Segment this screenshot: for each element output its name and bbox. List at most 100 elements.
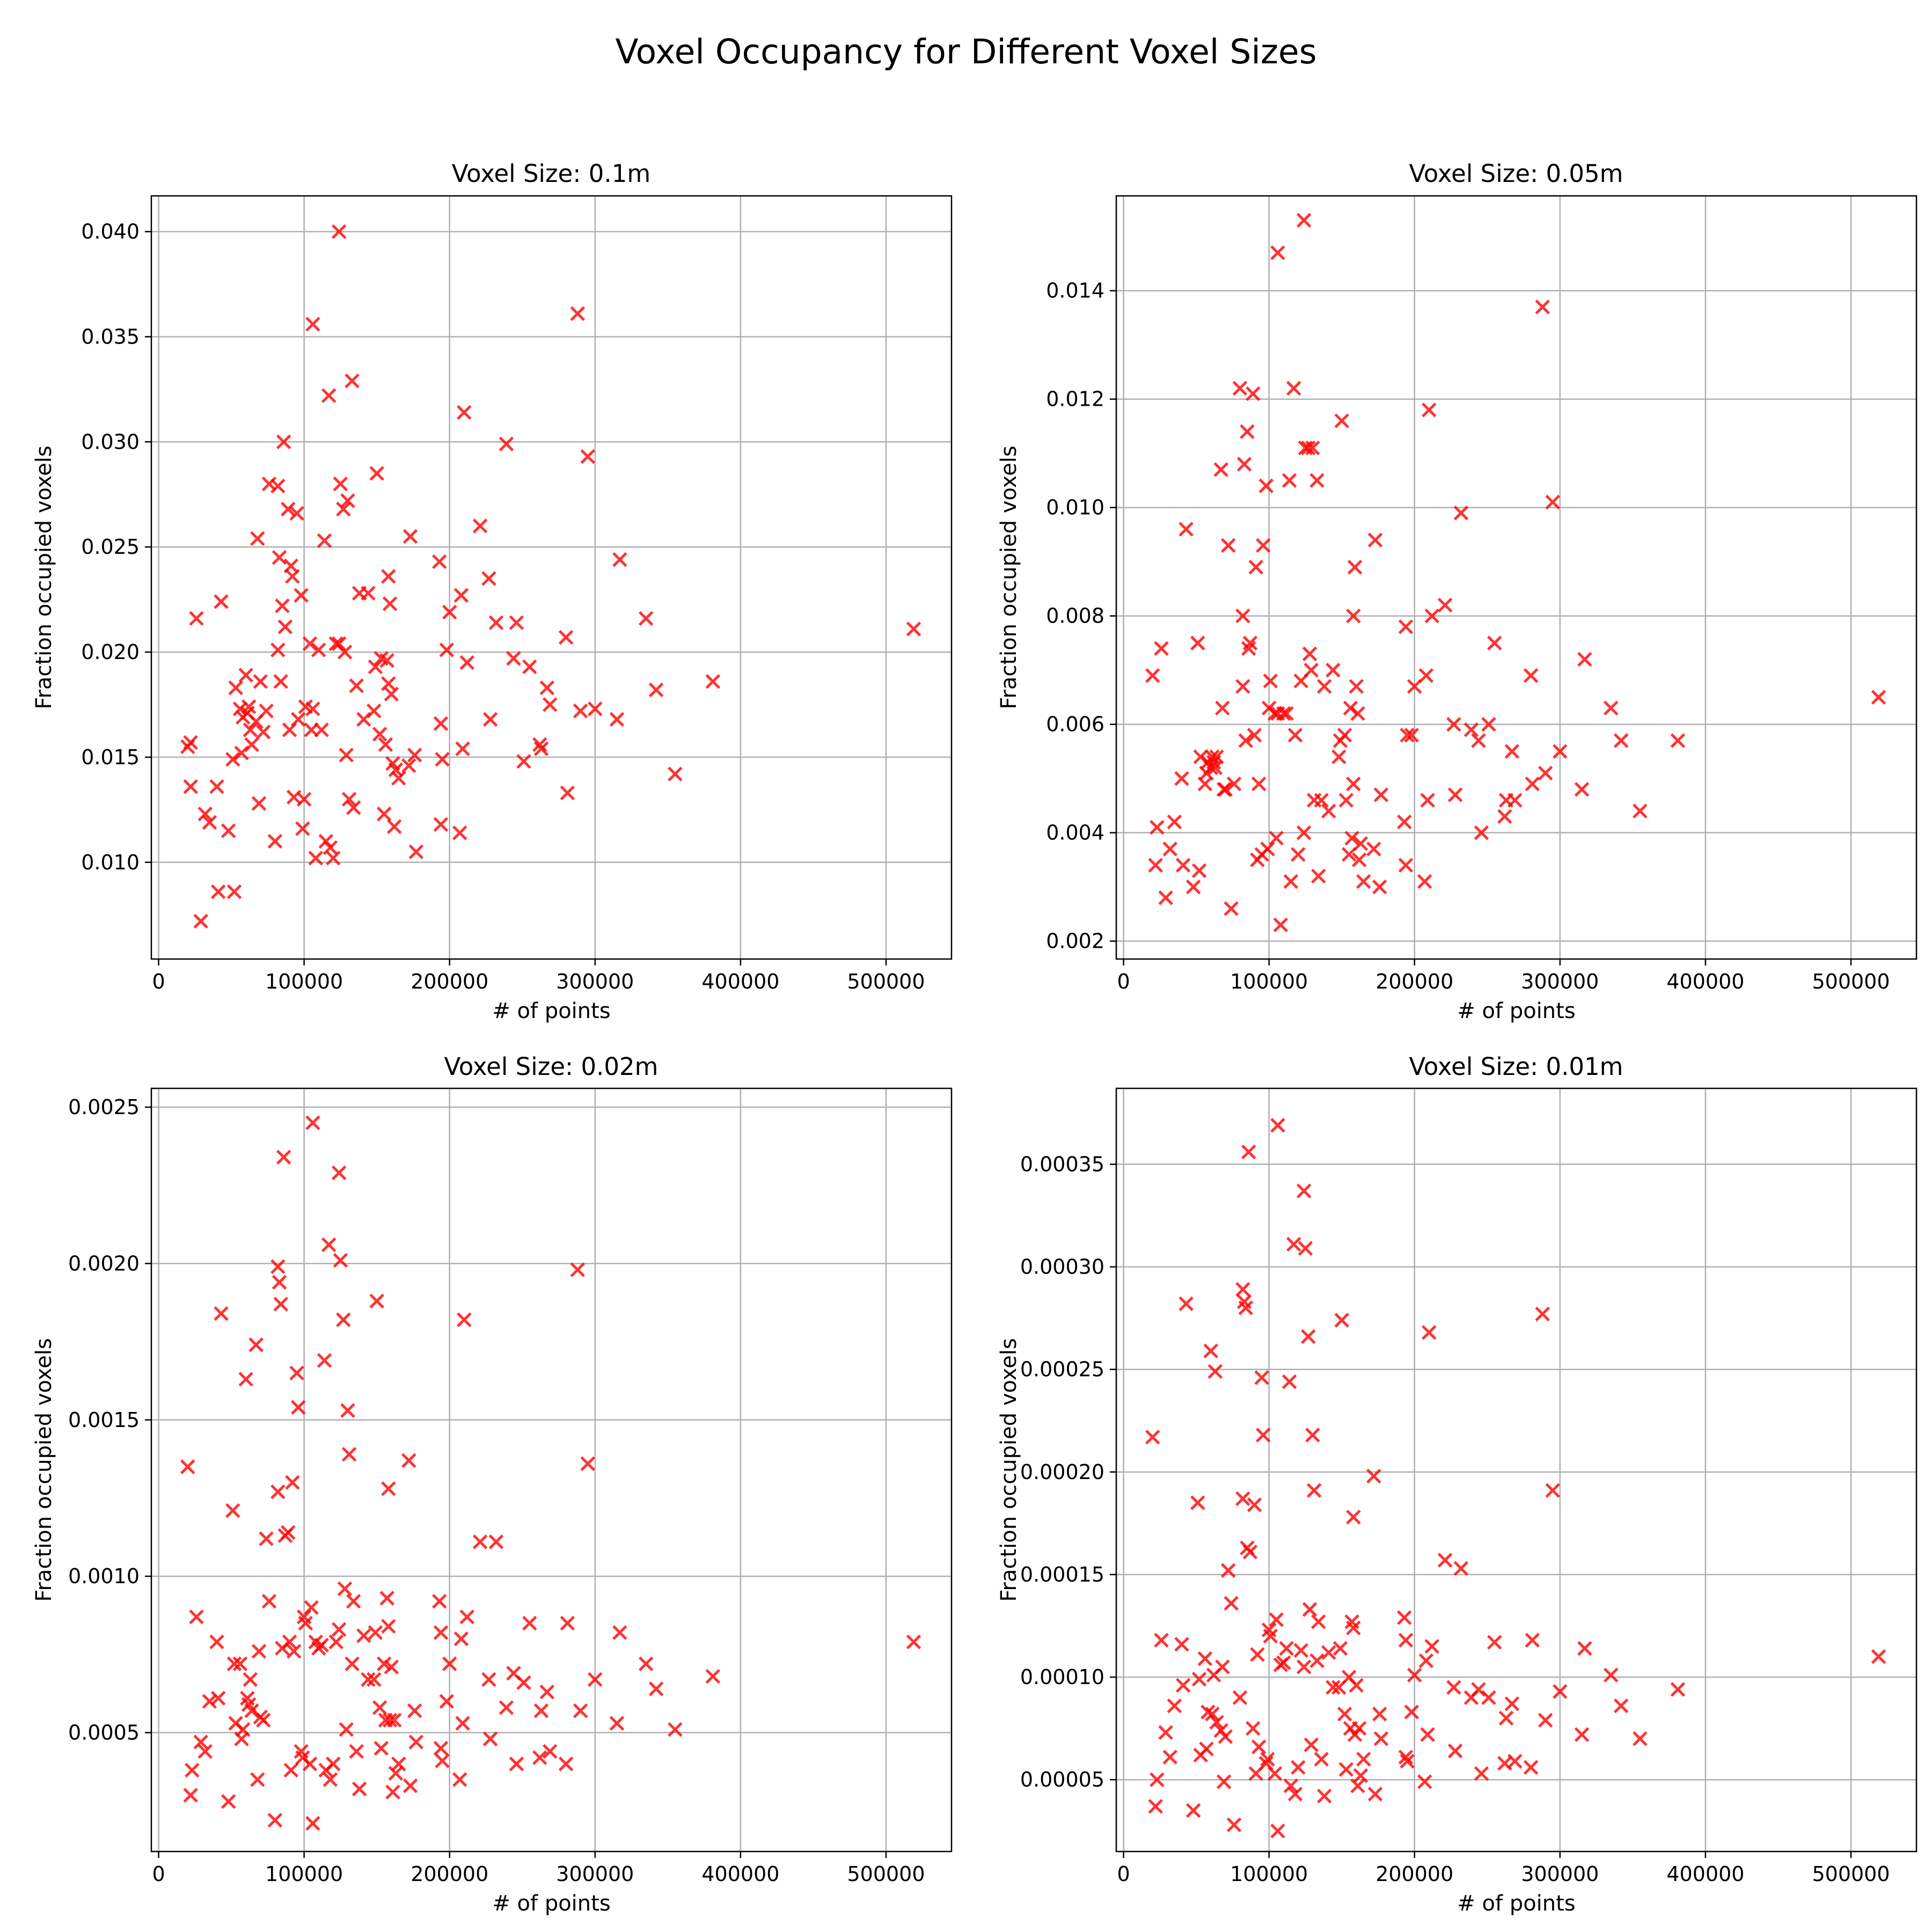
- data-point: [331, 224, 347, 239]
- data-point: [1353, 1768, 1368, 1783]
- data-point: [1296, 1183, 1312, 1198]
- x-tick-label: 200000: [1375, 970, 1453, 993]
- data-point: [277, 619, 293, 634]
- y-axis-label: Fraction occupied voxels: [32, 445, 56, 709]
- data-point: [1232, 1690, 1248, 1706]
- data-point: [261, 476, 277, 492]
- data-point: [1633, 803, 1648, 819]
- data-point: [499, 436, 514, 452]
- data-point: [1270, 245, 1285, 260]
- data-point: [214, 1306, 229, 1321]
- y-tick-label: 0.040: [81, 220, 140, 244]
- data-point: [388, 762, 404, 778]
- data-point: [1240, 424, 1255, 440]
- data-point: [331, 1622, 347, 1637]
- tick-labels: 0 100000 200000 300000 400000 500000 0.010 0.01…: [81, 220, 925, 993]
- data-point: [1447, 787, 1463, 802]
- data-point: [481, 1672, 496, 1687]
- data-point: [388, 1766, 404, 1781]
- subplot-title: Voxel Size: 0.02m: [444, 1052, 658, 1081]
- data-point: [1283, 1778, 1299, 1794]
- grid-lines: [151, 1088, 952, 1851]
- data-point: [337, 1581, 353, 1597]
- data-point: [1670, 1682, 1686, 1697]
- data-point: [442, 604, 457, 620]
- data-point: [1396, 814, 1412, 830]
- data-point: [1331, 749, 1346, 765]
- data-point: [386, 819, 402, 834]
- x-axis-label: # of points: [492, 1891, 610, 1916]
- data-point: [1220, 1563, 1236, 1578]
- data-point: [509, 1757, 524, 1772]
- data-point: [638, 1656, 654, 1672]
- data-point: [298, 1615, 313, 1631]
- x-tick-label: 0: [152, 1862, 165, 1886]
- data-point: [336, 1312, 351, 1328]
- data-point: [1545, 1483, 1561, 1498]
- data-point: [1247, 1497, 1262, 1512]
- data-point: [1191, 1672, 1207, 1687]
- data-point: [1263, 1628, 1278, 1644]
- data-point: [326, 1757, 341, 1772]
- data-point: [1224, 1596, 1239, 1611]
- data-point: [1871, 690, 1886, 705]
- data-point: [376, 806, 392, 822]
- data-point: [232, 701, 248, 716]
- data-point: [381, 1481, 396, 1496]
- data-point: [439, 1694, 455, 1709]
- data-point: [361, 1672, 376, 1687]
- data-point: [1424, 1638, 1440, 1654]
- data-point: [1269, 1612, 1284, 1627]
- x-tick-label: 200000: [411, 970, 488, 993]
- data-point: [431, 1594, 447, 1609]
- data-point: [1242, 1545, 1258, 1560]
- data-point: [1148, 858, 1163, 873]
- data-point: [433, 1625, 449, 1640]
- x-tick-label: 300000: [1521, 1862, 1599, 1886]
- data-point: [1437, 597, 1453, 613]
- data-point: [1279, 1641, 1294, 1656]
- data-point: [183, 735, 198, 750]
- data-point: [250, 1772, 265, 1787]
- data-point: [210, 884, 226, 899]
- data-point: [1398, 619, 1414, 634]
- data-point: [1263, 674, 1278, 689]
- data-point: [1574, 782, 1590, 797]
- data-point: [345, 1656, 360, 1672]
- data-point: [1670, 733, 1686, 748]
- x-tick-label: 100000: [265, 1862, 343, 1886]
- data-point: [1220, 538, 1236, 553]
- data-point: [533, 741, 549, 757]
- data-point: [304, 1600, 319, 1615]
- data-point: [1209, 1715, 1224, 1730]
- data-point: [455, 741, 470, 757]
- data-point: [1226, 777, 1242, 792]
- data-point: [302, 636, 318, 652]
- data-point: [1154, 641, 1169, 656]
- data-point: [1316, 679, 1332, 694]
- x-tick-label: 300000: [556, 1862, 634, 1886]
- data-point: [323, 1772, 338, 1787]
- data-point: [1191, 863, 1207, 879]
- data-point: [1525, 1633, 1540, 1648]
- subplot-title: Voxel Size: 0.1m: [452, 159, 650, 188]
- data-point: [255, 1713, 271, 1728]
- data-point: [648, 1681, 664, 1696]
- data-point: [1351, 852, 1367, 867]
- data-point: [1346, 777, 1361, 792]
- data-point: [1577, 652, 1592, 667]
- data-point: [296, 792, 312, 807]
- data-point: [253, 674, 268, 689]
- data-point: [1309, 1653, 1324, 1668]
- data-point: [509, 615, 524, 630]
- data-point: [1341, 847, 1357, 862]
- data-point: [435, 1753, 450, 1768]
- data-point: [1474, 1766, 1489, 1781]
- data-point: [1463, 722, 1479, 737]
- data-point: [232, 1656, 248, 1672]
- data-point: [459, 655, 475, 670]
- data-point: [241, 699, 257, 714]
- data-point: [1256, 1428, 1271, 1443]
- data-point: [382, 1713, 398, 1728]
